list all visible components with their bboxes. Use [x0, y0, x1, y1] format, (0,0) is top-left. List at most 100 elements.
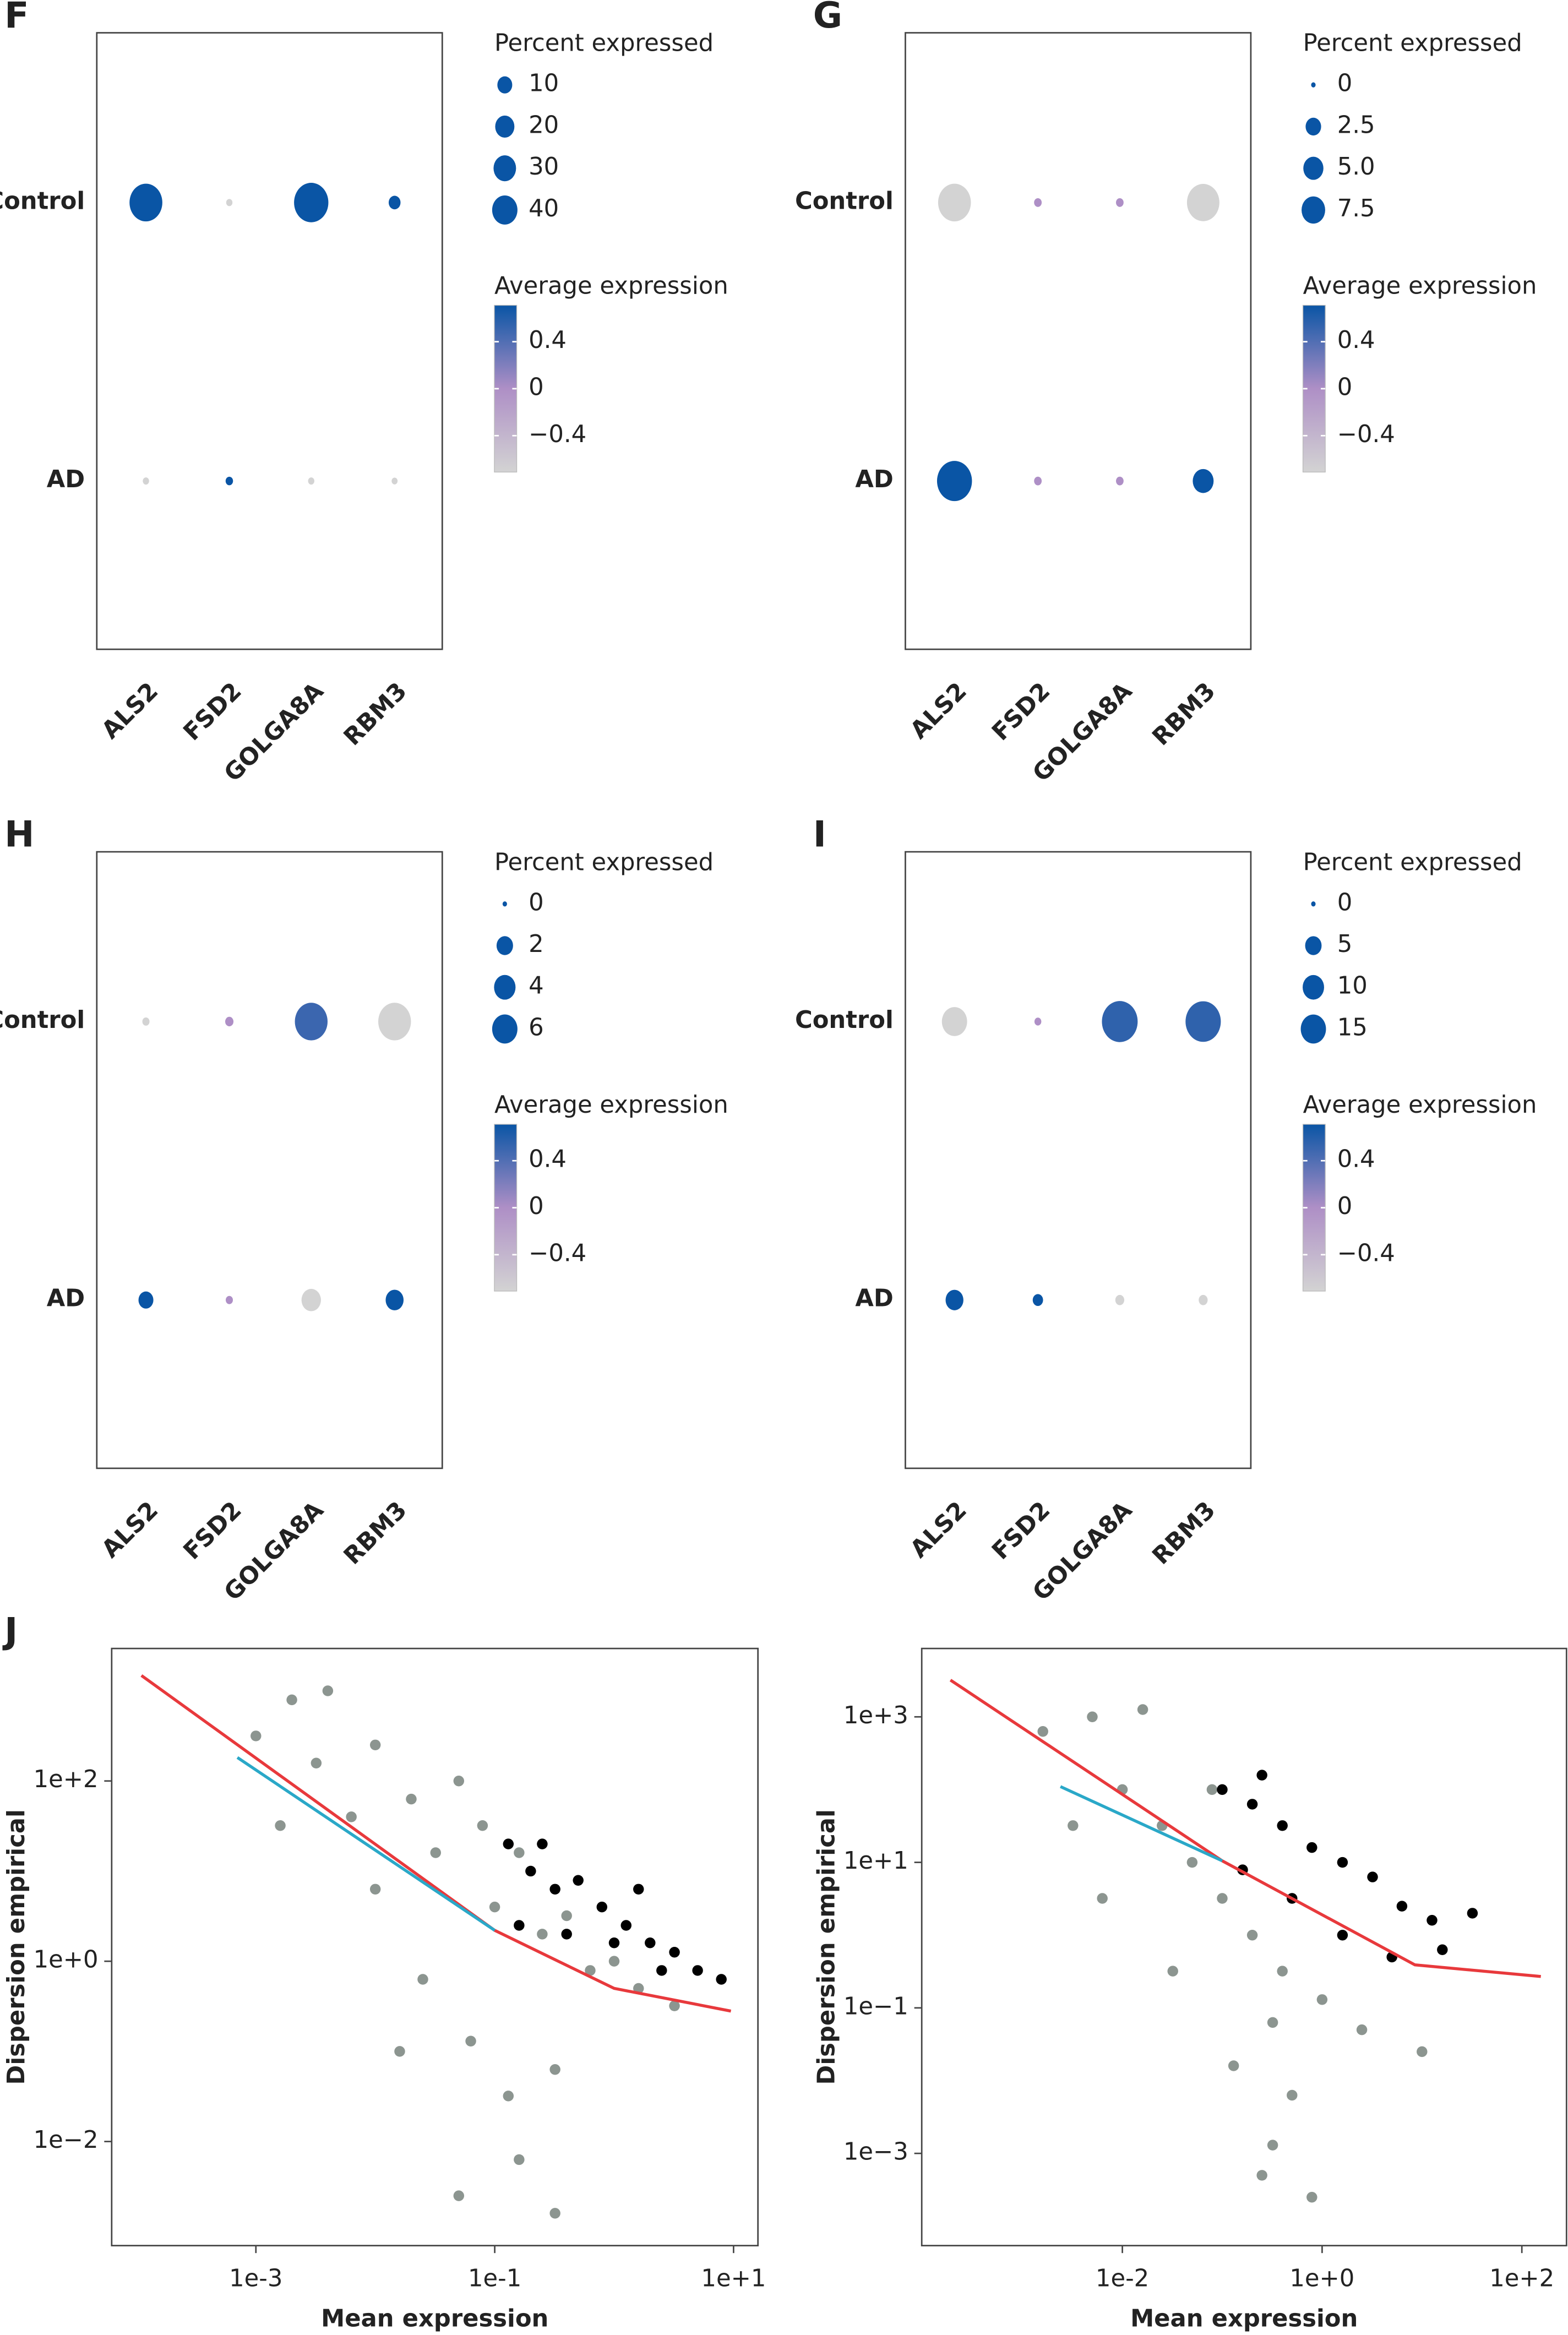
size-legend-label: 0	[1337, 70, 1353, 97]
dot	[937, 461, 972, 502]
dot	[226, 199, 233, 206]
dot	[301, 1288, 321, 1311]
color-legend-title: Average expression	[1303, 273, 1537, 300]
size-legend-dot	[493, 155, 516, 182]
x-tick-label: FSD2	[178, 677, 247, 746]
y-tick-label: 1e−3	[843, 2138, 908, 2166]
point	[537, 1929, 548, 1940]
panel-letter: G	[813, 0, 842, 36]
point	[275, 1820, 286, 1831]
dot	[1185, 1001, 1221, 1042]
dot	[1116, 198, 1124, 207]
point	[406, 1793, 417, 1805]
point	[1206, 1784, 1218, 1795]
size-legend-dot	[492, 1014, 518, 1044]
color-bar-label: 0.4	[1337, 326, 1375, 354]
size-legend-dot	[1311, 901, 1316, 907]
point	[1037, 1726, 1048, 1737]
dot	[1115, 1294, 1125, 1305]
point	[453, 2190, 465, 2201]
y-tick-label: AD	[855, 1285, 893, 1313]
point	[549, 2064, 560, 2075]
color-legend-title: Average expression	[494, 273, 728, 300]
point	[608, 1956, 620, 1967]
point	[1137, 1704, 1148, 1715]
size-legend-label: 20	[529, 111, 559, 139]
dot	[938, 183, 971, 222]
y-tick-label: Control	[0, 187, 85, 215]
panel-letter: J	[2, 1611, 18, 1652]
point	[1246, 1799, 1258, 1810]
point	[1427, 1914, 1438, 1926]
y-tick-label: AD	[47, 1285, 85, 1313]
size-legend-label: 7.5	[1337, 195, 1375, 222]
point	[322, 1685, 334, 1696]
size-legend-dot	[1300, 1014, 1326, 1044]
x-tick-label: 1e-2	[1096, 2265, 1149, 2292]
size-legend-label: 2	[529, 930, 544, 958]
y-tick-label: 1e+0	[34, 1946, 99, 1974]
y-axis-label: Dispersion empirical	[3, 1809, 30, 2084]
point	[286, 1694, 297, 1706]
size-legend-label: 10	[529, 70, 559, 97]
point	[549, 2208, 560, 2219]
point	[1167, 1966, 1178, 1977]
size-legend-title: Percent expressed	[1303, 30, 1522, 57]
point	[549, 1884, 560, 1895]
fit-line	[140, 1674, 732, 2013]
point	[716, 1974, 727, 1985]
x-tick-label: 1e+0	[1289, 2265, 1354, 2292]
y-tick-label: AD	[855, 466, 893, 493]
point	[514, 1847, 525, 1858]
point	[453, 1775, 465, 1787]
x-tick-label: ALS2	[905, 677, 972, 744]
dot	[308, 477, 314, 485]
point	[430, 1847, 441, 1858]
size-legend-label: 10	[1337, 972, 1368, 1000]
point	[369, 1884, 381, 1895]
fit-line	[1060, 1785, 1223, 1863]
point	[1267, 2140, 1278, 2151]
size-legend-dot	[1305, 117, 1321, 136]
point	[1467, 1908, 1478, 1919]
point	[1267, 2017, 1278, 2028]
point	[1417, 2046, 1428, 2058]
x-tick-label: RBM3	[339, 1496, 412, 1570]
size-legend-label: 15	[1337, 1014, 1368, 1041]
size-legend-dot	[1305, 936, 1322, 955]
point	[1217, 1784, 1228, 1795]
point	[669, 1946, 680, 1958]
dot	[385, 1289, 404, 1310]
point	[1256, 2170, 1267, 2181]
point	[1186, 1857, 1198, 1868]
point	[525, 1865, 536, 1877]
point	[311, 1757, 322, 1768]
size-legend-label: 40	[529, 195, 559, 222]
point	[1068, 1820, 1079, 1831]
point	[620, 1920, 631, 1931]
color-bar-label: 0	[529, 1193, 544, 1220]
point	[503, 1838, 514, 1849]
point	[465, 2035, 476, 2046]
x-tick-label: 1e+1	[701, 2265, 766, 2292]
point	[1316, 1994, 1328, 2005]
panel-letter: I	[813, 814, 826, 856]
point	[489, 1901, 500, 1913]
dot	[1034, 198, 1042, 207]
dot	[138, 1291, 154, 1309]
point	[633, 1983, 644, 1994]
x-tick-label: 1e-1	[468, 2265, 521, 2292]
dot	[1199, 1294, 1208, 1305]
color-bar-label: 0	[529, 373, 544, 401]
point	[633, 1884, 644, 1895]
point	[1437, 1944, 1448, 1955]
x-tick-label: ALS2	[905, 1496, 972, 1564]
dot	[295, 1003, 328, 1041]
size-legend-label: 30	[529, 153, 559, 181]
size-legend-dot	[1303, 975, 1324, 1000]
x-tick-label: FSD2	[987, 677, 1055, 746]
point	[537, 1838, 548, 1849]
point	[692, 1965, 703, 1976]
point	[417, 1974, 428, 1985]
